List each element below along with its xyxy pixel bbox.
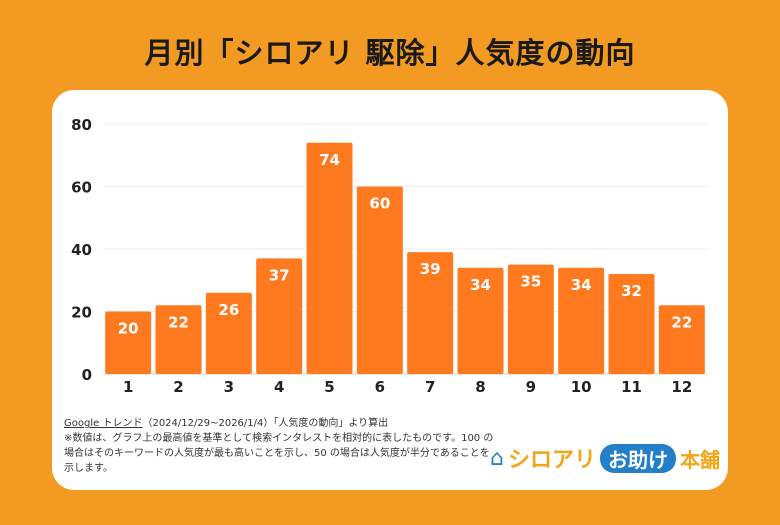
x-tick-label: 1 bbox=[123, 378, 133, 396]
data-label: 37 bbox=[269, 266, 290, 284]
bar bbox=[256, 258, 303, 374]
y-tick-label: 80 bbox=[71, 116, 92, 134]
x-tick-label: 5 bbox=[324, 378, 334, 396]
x-tick-label: 12 bbox=[671, 378, 692, 396]
data-label: 32 bbox=[621, 282, 642, 300]
x-tick-label: 9 bbox=[526, 378, 536, 396]
x-tick-label: 10 bbox=[571, 378, 592, 396]
y-tick-label: 60 bbox=[71, 179, 92, 197]
bar bbox=[356, 186, 403, 374]
google-trends-link[interactable]: Google トレンド bbox=[64, 418, 143, 429]
data-label: 39 bbox=[420, 260, 441, 278]
x-tick-label: 8 bbox=[475, 378, 485, 396]
data-label: 60 bbox=[369, 195, 390, 213]
x-tick-label: 4 bbox=[274, 378, 284, 396]
logo-text-2: お助け bbox=[599, 443, 676, 473]
x-tick-label: 2 bbox=[173, 378, 183, 396]
data-label: 22 bbox=[168, 313, 189, 331]
bar bbox=[457, 267, 504, 374]
logo: ⌂ シロアリ お助け 本舗 bbox=[490, 442, 720, 474]
note-body: ※数値は、グラフ上の最高値を基準として検索インタレストを相対的に表したものです。… bbox=[64, 433, 494, 474]
data-label: 74 bbox=[319, 151, 340, 169]
bar bbox=[558, 267, 605, 374]
bar bbox=[658, 305, 705, 374]
logo-text-3: 本舗 bbox=[679, 447, 720, 472]
source-note: Google トレンド（2024/12/29~2026/1/4）「人気度の動向」… bbox=[64, 416, 494, 476]
source-period: （2024/12/29~2026/1/4）「人気度の動向」より算出 bbox=[142, 418, 389, 429]
bar bbox=[105, 311, 152, 374]
y-tick-label: 20 bbox=[71, 304, 92, 322]
x-tick-label: 11 bbox=[621, 378, 642, 396]
logo-text-1: シロアリ bbox=[507, 448, 596, 473]
chart-title: 月別「シロアリ 駆除」人気度の動向 bbox=[144, 36, 636, 70]
y-tick-label: 0 bbox=[82, 366, 92, 384]
data-label: 34 bbox=[470, 276, 491, 294]
data-label: 20 bbox=[118, 320, 139, 338]
bar bbox=[407, 252, 454, 374]
data-label: 35 bbox=[520, 273, 541, 291]
bar bbox=[306, 142, 353, 374]
bar bbox=[507, 264, 554, 374]
bar bbox=[608, 274, 655, 374]
x-tick-label: 3 bbox=[224, 378, 234, 396]
bar bbox=[155, 305, 202, 374]
data-label: 34 bbox=[571, 276, 592, 294]
bar bbox=[205, 292, 252, 374]
data-label: 26 bbox=[218, 301, 239, 319]
data-label: 22 bbox=[671, 313, 692, 331]
y-tick-label: 40 bbox=[71, 241, 92, 259]
x-tick-label: 6 bbox=[375, 378, 385, 396]
house-icon: ⌂ bbox=[490, 445, 504, 471]
x-tick-label: 7 bbox=[425, 378, 435, 396]
